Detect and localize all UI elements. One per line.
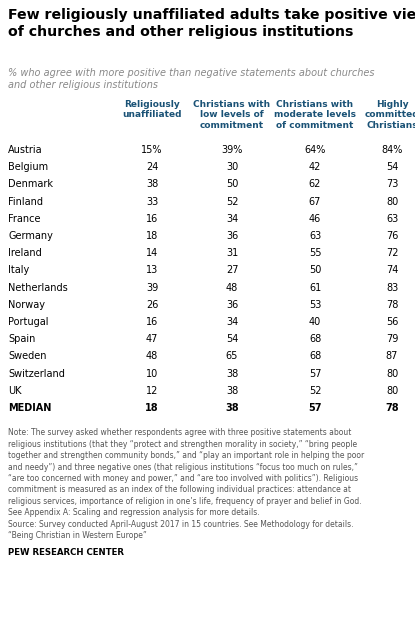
Text: 18: 18	[146, 231, 158, 241]
Text: Ireland: Ireland	[8, 248, 42, 258]
Text: 80: 80	[386, 197, 398, 206]
Text: 78: 78	[385, 403, 399, 413]
Text: Finland: Finland	[8, 197, 43, 206]
Text: 18: 18	[145, 403, 159, 413]
Text: Religiously
unaffiliated: Religiously unaffiliated	[122, 100, 182, 119]
Text: 48: 48	[146, 352, 158, 362]
Text: Netherlands: Netherlands	[8, 282, 68, 292]
Text: France: France	[8, 214, 41, 224]
Text: 47: 47	[146, 334, 158, 344]
Text: 16: 16	[146, 317, 158, 327]
Text: 52: 52	[226, 197, 238, 206]
Text: Austria: Austria	[8, 145, 43, 155]
Text: 13: 13	[146, 265, 158, 276]
Text: Switzerland: Switzerland	[8, 368, 65, 379]
Text: 68: 68	[309, 334, 321, 344]
Text: Italy: Italy	[8, 265, 29, 276]
Text: Denmark: Denmark	[8, 179, 53, 189]
Text: 57: 57	[308, 403, 322, 413]
Text: MEDIAN: MEDIAN	[8, 403, 51, 413]
Text: Christians with
moderate levels
of commitment: Christians with moderate levels of commi…	[274, 100, 356, 130]
Text: Germany: Germany	[8, 231, 53, 241]
Text: 79: 79	[386, 334, 398, 344]
Text: 34: 34	[226, 317, 238, 327]
Text: UK: UK	[8, 386, 22, 396]
Text: 10: 10	[146, 368, 158, 379]
Text: 80: 80	[386, 386, 398, 396]
Text: 24: 24	[146, 162, 158, 172]
Text: 33: 33	[146, 197, 158, 206]
Text: Few religiously unaffiliated adults take positive views
of churches and other re: Few religiously unaffiliated adults take…	[8, 8, 415, 39]
Text: Norway: Norway	[8, 300, 45, 310]
Text: 34: 34	[226, 214, 238, 224]
Text: 61: 61	[309, 282, 321, 292]
Text: 38: 38	[146, 179, 158, 189]
Text: 16: 16	[146, 214, 158, 224]
Text: 74: 74	[386, 265, 398, 276]
Text: 46: 46	[309, 214, 321, 224]
Text: 30: 30	[226, 162, 238, 172]
Text: 36: 36	[226, 300, 238, 310]
Text: 63: 63	[386, 214, 398, 224]
Text: PEW RESEARCH CENTER: PEW RESEARCH CENTER	[8, 548, 124, 557]
Text: Highly
committed
Christians: Highly committed Christians	[365, 100, 415, 130]
Text: 50: 50	[309, 265, 321, 276]
Text: 40: 40	[309, 317, 321, 327]
Text: 54: 54	[226, 334, 238, 344]
Text: 31: 31	[226, 248, 238, 258]
Text: 54: 54	[386, 162, 398, 172]
Text: 76: 76	[386, 231, 398, 241]
Text: 15%: 15%	[141, 145, 163, 155]
Text: 68: 68	[309, 352, 321, 362]
Text: 50: 50	[226, 179, 238, 189]
Text: 87: 87	[386, 352, 398, 362]
Text: 67: 67	[309, 197, 321, 206]
Text: 62: 62	[309, 179, 321, 189]
Text: 42: 42	[309, 162, 321, 172]
Text: 83: 83	[386, 282, 398, 292]
Text: 39%: 39%	[221, 145, 243, 155]
Text: 72: 72	[386, 248, 398, 258]
Text: 63: 63	[309, 231, 321, 241]
Text: 14: 14	[146, 248, 158, 258]
Text: Note: The survey asked whether respondents agree with three positive statements : Note: The survey asked whether responden…	[8, 428, 364, 540]
Text: 36: 36	[226, 231, 238, 241]
Text: Spain: Spain	[8, 334, 35, 344]
Text: Belgium: Belgium	[8, 162, 48, 172]
Text: 80: 80	[386, 368, 398, 379]
Text: 65: 65	[226, 352, 238, 362]
Text: 38: 38	[226, 368, 238, 379]
Text: Christians with
low levels of
commitment: Christians with low levels of commitment	[193, 100, 271, 130]
Text: 39: 39	[146, 282, 158, 292]
Text: Portugal: Portugal	[8, 317, 49, 327]
Text: 26: 26	[146, 300, 158, 310]
Text: 64%: 64%	[304, 145, 326, 155]
Text: Sweden: Sweden	[8, 352, 46, 362]
Text: 53: 53	[309, 300, 321, 310]
Text: % who agree with more positive than negative statements about churches
and other: % who agree with more positive than nega…	[8, 68, 374, 90]
Text: 52: 52	[309, 386, 321, 396]
Text: 48: 48	[226, 282, 238, 292]
Text: 56: 56	[386, 317, 398, 327]
Text: 73: 73	[386, 179, 398, 189]
Text: 12: 12	[146, 386, 158, 396]
Text: 78: 78	[386, 300, 398, 310]
Text: 55: 55	[309, 248, 321, 258]
Text: 27: 27	[226, 265, 238, 276]
Text: 84%: 84%	[381, 145, 403, 155]
Text: 57: 57	[309, 368, 321, 379]
Text: 38: 38	[226, 386, 238, 396]
Text: 38: 38	[225, 403, 239, 413]
